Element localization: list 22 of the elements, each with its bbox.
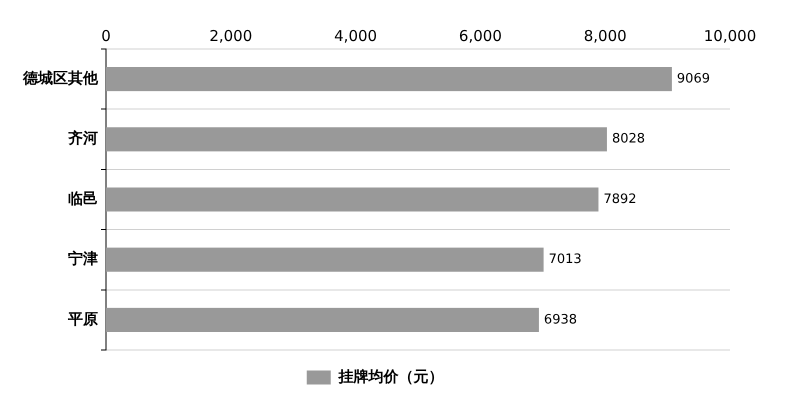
- data-label: 8028: [612, 132, 646, 147]
- x-tick-label: 2,000: [209, 26, 252, 45]
- y-tick-label: 平原: [67, 310, 98, 328]
- data-label: 7013: [548, 252, 582, 268]
- x-tick-label: 8,000: [584, 26, 627, 45]
- x-tick-label: 10,000: [704, 26, 756, 45]
- x-tick-label: 0: [101, 26, 111, 45]
- bar: [106, 308, 539, 332]
- x-tick-label: 6,000: [458, 26, 502, 45]
- x-tick-label: 4,000: [334, 26, 378, 45]
- y-tick-label: 齐河: [68, 129, 98, 148]
- legend-label: 挂牌均价（元）: [337, 367, 444, 386]
- data-label: 6938: [544, 312, 578, 328]
- y-tick-label: 德城区其他: [22, 68, 99, 87]
- data-label: 7892: [603, 192, 637, 207]
- y-tick-label: 临邑: [68, 189, 98, 208]
- bar: [106, 248, 544, 272]
- y-tick-label: 宁津: [68, 250, 98, 268]
- data-label: 9069: [676, 71, 710, 86]
- bar: [106, 67, 672, 92]
- bar: [106, 127, 607, 152]
- bar: [106, 187, 598, 212]
